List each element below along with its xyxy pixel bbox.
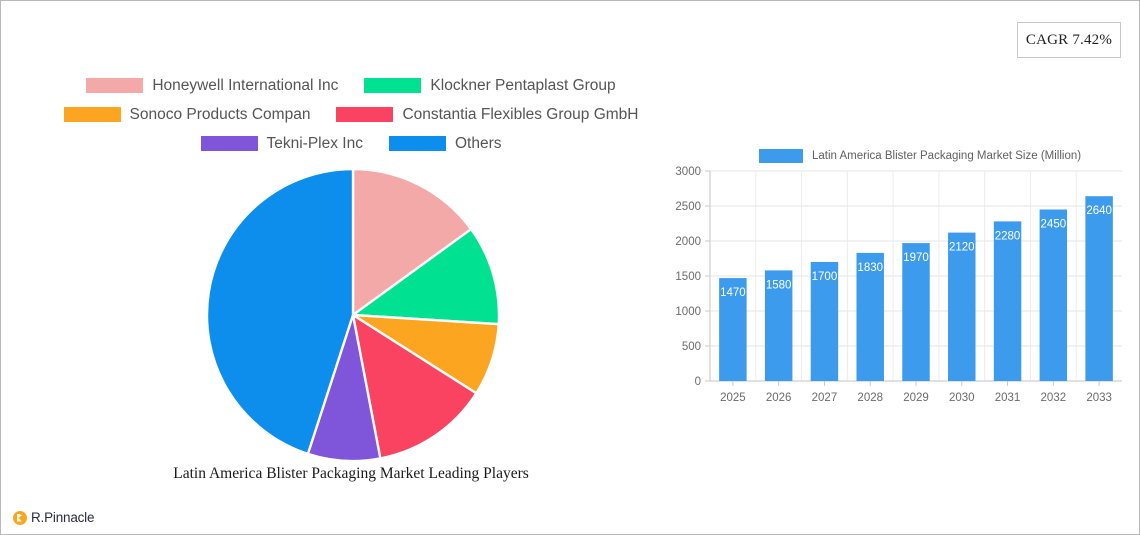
bar-legend-label: Latin America Blister Packaging Market S… [812,150,1082,162]
y-axis-tick-label: 1500 [675,271,701,283]
pie-legend-label: Klockner Pentaplast Group [430,76,616,94]
pie-legend-label: Tekni-Plex Inc [266,134,363,152]
bar[interactable] [719,278,747,381]
bar-value-label: 2280 [995,230,1021,242]
bar-value-label: 1970 [903,252,929,264]
pie-legend-label: Sonoco Products Compan [129,105,311,123]
pie-legend-item-honeywell[interactable]: Honeywell International Inc [86,77,338,95]
brand-name: R.Pinnacle [31,510,95,525]
bar-chart-svg: 0 500 1000 1500 2000 2500 3000 1470 2025 1580 2026… [675,166,1122,404]
legend-swatch-icon [63,107,121,122]
legend-swatch-icon [200,136,258,151]
y-axis-tick-label: 500 [682,341,701,353]
pie-legend-row-3: Tekni-Plex Inc Others [1,129,701,158]
pie-legend-label: Others [454,134,502,152]
bar[interactable] [764,270,793,381]
x-axis-tick-label: 2025 [720,392,746,404]
x-axis-tick-label: 2033 [1086,392,1112,404]
bar[interactable] [993,221,1022,381]
pie-chart [201,163,506,468]
y-axis-tick-label: 2500 [675,201,701,213]
pie-legend-row-2: Sonoco Products Compan Constantia Flexib… [1,100,701,129]
bar-value-label: 1700 [812,271,838,283]
bar[interactable] [1085,196,1113,381]
y-axis-tick-label: 2000 [675,236,701,248]
x-axis-tick-label: 2026 [766,392,792,404]
bar[interactable] [1039,209,1068,382]
pie-legend-item-tekniplex[interactable]: Tekni-Plex Inc [200,134,363,153]
pinnacle-logo-icon [13,510,27,525]
pie-legend-label: Constantia Flexibles Group GmbH [402,105,639,123]
bar-value-label: 1470 [720,287,746,299]
pie-legend-item-sonoco[interactable]: Sonoco Products Compan [63,105,311,124]
legend-swatch-icon [759,149,803,163]
bar-value-label: 1580 [766,279,792,291]
x-axis-tick-label: 2032 [1041,392,1067,404]
pie-slice[interactable] [351,167,473,318]
legend-swatch-icon [388,136,446,151]
bar-value-label: 2120 [949,242,975,254]
pie-legend-label: Honeywell International Inc [152,76,339,94]
pie-legend-row-1: Honeywell International Inc Klockner Pen… [1,71,701,100]
pie-slice[interactable] [205,167,355,456]
x-axis-tick-label: 2029 [903,392,929,404]
bar[interactable] [856,252,884,381]
bar[interactable] [810,262,839,381]
y-axis-tick-label: 3000 [675,166,701,178]
bar-chart-panel: Latin America Blister Packaging Market S… [664,141,1126,413]
bar-value-label: 1830 [857,262,883,274]
pie-legend-item-klockner[interactable]: Klockner Pentaplast Group [364,76,616,95]
brand-footer: R.Pinnacle [13,510,94,525]
legend-swatch-icon [86,78,144,93]
pie-legend: Honeywell International Inc Klockner Pen… [1,71,701,158]
cagr-badge-label: CAGR 7.42% [1025,31,1113,48]
legend-swatch-icon [364,78,422,93]
bar-value-label: 2450 [1041,219,1067,231]
pie-slice[interactable] [349,227,501,326]
cagr-badge: CAGR 7.42% [1017,22,1121,58]
pie-chart-title: Latin America Blister Packaging Market L… [173,465,529,482]
x-axis-tick-label: 2031 [995,392,1021,404]
bar[interactable] [902,243,930,381]
bar-value-label: 2640 [1086,205,1112,217]
x-axis-tick-label: 2028 [857,392,883,404]
x-axis-tick-label: 2030 [949,392,975,404]
y-axis-tick-label: 0 [695,376,701,388]
x-axis-tick-label: 2027 [812,392,838,404]
pie-slice[interactable] [351,312,478,460]
pie-legend-item-others[interactable]: Others [388,134,502,153]
bar[interactable] [948,232,976,381]
legend-swatch-icon [336,107,394,122]
pie-legend-item-constantia[interactable]: Constantia Flexibles Group GmbH [336,106,638,124]
y-axis-tick-label: 1000 [675,306,701,318]
bar-chart-legend[interactable]: Latin America Blister Packaging Market S… [759,149,1081,163]
pie-chart-svg [205,167,501,463]
